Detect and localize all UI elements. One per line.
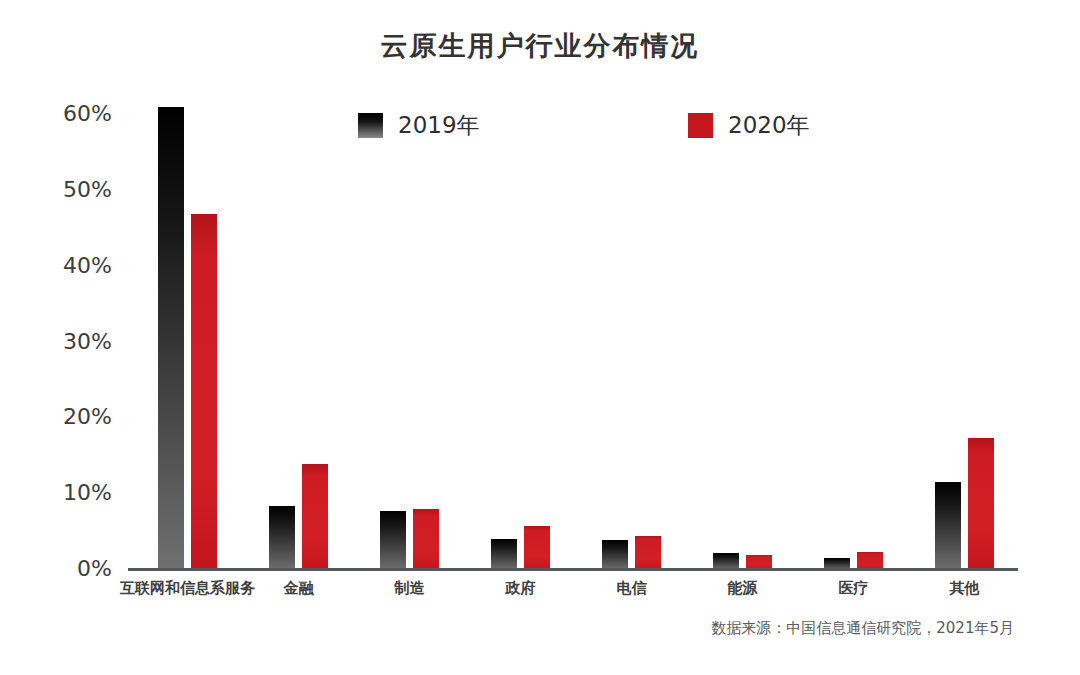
y-tick-label: 0% (0, 555, 112, 583)
y-tick-label: 30% (0, 328, 112, 356)
y-tick-label: 50% (0, 176, 112, 204)
y-tick-label: 40% (0, 252, 112, 280)
chart-title: 云原生用户行业分布情况 (0, 28, 1080, 64)
x-axis-line (128, 568, 1018, 571)
y-tick-label: 20% (0, 403, 112, 431)
y-tick-label: 60% (0, 100, 112, 128)
plot-area: 互联网和信息系服务金融制造政府电信能源医疗其他 (132, 100, 1020, 570)
bar-group-5: 电信 (602, 536, 661, 570)
category-label: 其他 (950, 579, 980, 598)
category-label: 金融 (284, 579, 314, 598)
bar-2019年-其他 (935, 482, 961, 570)
bar-2019年-制造 (380, 511, 406, 570)
source-note: 数据来源：中国信息通信研究院，2021年5月 (711, 619, 1014, 638)
category-label: 医疗 (839, 579, 869, 598)
bar-group-2: 金融 (269, 464, 328, 570)
bar-2020年-其他 (968, 438, 994, 570)
bar-group-1: 互联网和信息系服务 (158, 107, 217, 570)
bar-2020年-制造 (413, 509, 439, 570)
bar-group-3: 制造 (380, 509, 439, 570)
bar-2019年-政府 (491, 539, 517, 570)
category-label: 制造 (395, 579, 425, 598)
bar-2020年-政府 (524, 526, 550, 570)
bar-2020年-互联网和信息系服务 (191, 214, 217, 570)
category-label: 政府 (506, 579, 536, 598)
bar-2020年-电信 (635, 536, 661, 570)
bar-2019年-电信 (602, 540, 628, 570)
chart-canvas: 云原生用户行业分布情况 2019年 2020年 0%10%20%30%40%50… (0, 0, 1080, 675)
bar-2020年-金融 (302, 464, 328, 570)
bar-group-8: 其他 (935, 438, 994, 570)
y-tick-label: 10% (0, 479, 112, 507)
category-label: 能源 (728, 579, 758, 598)
category-label: 电信 (617, 579, 647, 598)
bar-2019年-互联网和信息系服务 (158, 107, 184, 570)
bar-group-4: 政府 (491, 526, 550, 570)
category-label: 互联网和信息系服务 (120, 579, 255, 598)
bar-2019年-金融 (269, 506, 295, 570)
